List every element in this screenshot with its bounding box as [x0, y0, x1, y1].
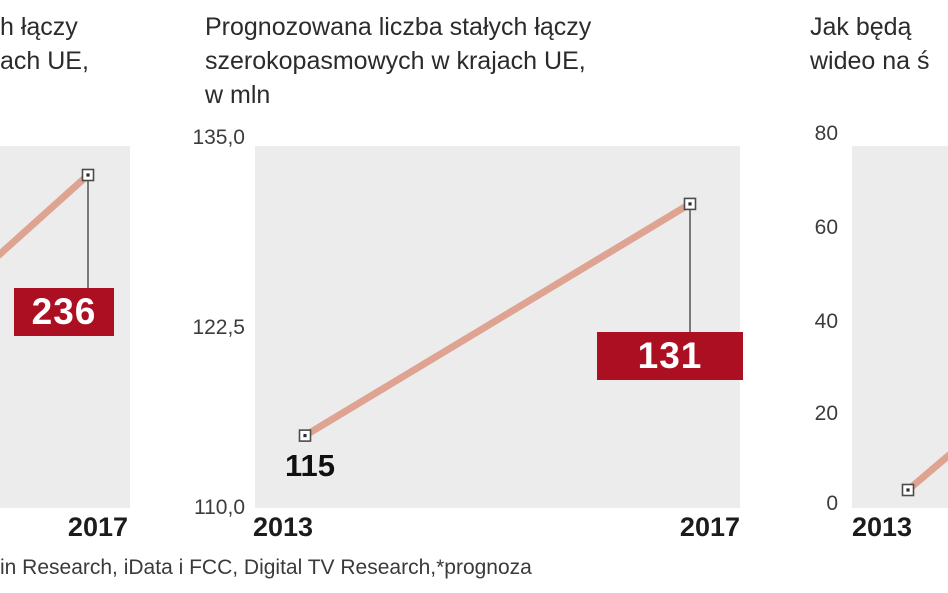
y-tick-40: 40	[814, 310, 838, 333]
x-axis-label-2013-right: 2013	[852, 512, 913, 542]
y-tick-122-5: 122,5	[192, 316, 245, 339]
y-tick-0: 0	[826, 492, 838, 515]
x-axis-label-2017-middle: 2017	[679, 512, 740, 542]
y-tick-20: 20	[814, 402, 838, 425]
y-tick-110: 110,0	[194, 496, 245, 519]
value-badge-text: 236	[31, 291, 97, 332]
panel-middle-title: Prognozowana liczba stałych łączy szerok…	[205, 13, 592, 109]
y-tick-135: 135,0	[192, 126, 245, 149]
panel-middle-line-chart	[298, 197, 697, 442]
panel-right-line-chart	[901, 451, 948, 497]
value-badge-131: 131	[597, 332, 743, 380]
y-tick-60: 60	[814, 216, 838, 239]
panel-right-title: Jak będą wideo na ś	[810, 13, 930, 75]
value-label-115: 115	[285, 448, 336, 483]
panel-left-line-chart	[0, 168, 95, 290]
x-axis-label-2013-middle: 2013	[253, 512, 314, 542]
value-badge-236: 236	[14, 288, 114, 336]
panel-left-plot-area: 236	[0, 146, 130, 508]
y-tick-80: 80	[814, 122, 838, 145]
value-badge-text: 131	[637, 335, 703, 376]
panel-middle-plot-area: 131 115	[255, 146, 743, 508]
x-axis-label-2017-left: 2017	[67, 512, 128, 542]
panel-right-plot-area	[852, 146, 948, 508]
panel-left-title: h łączy ach UE,	[0, 13, 89, 75]
source-note: in Research, iData i FCC, Digital TV Res…	[0, 556, 532, 579]
